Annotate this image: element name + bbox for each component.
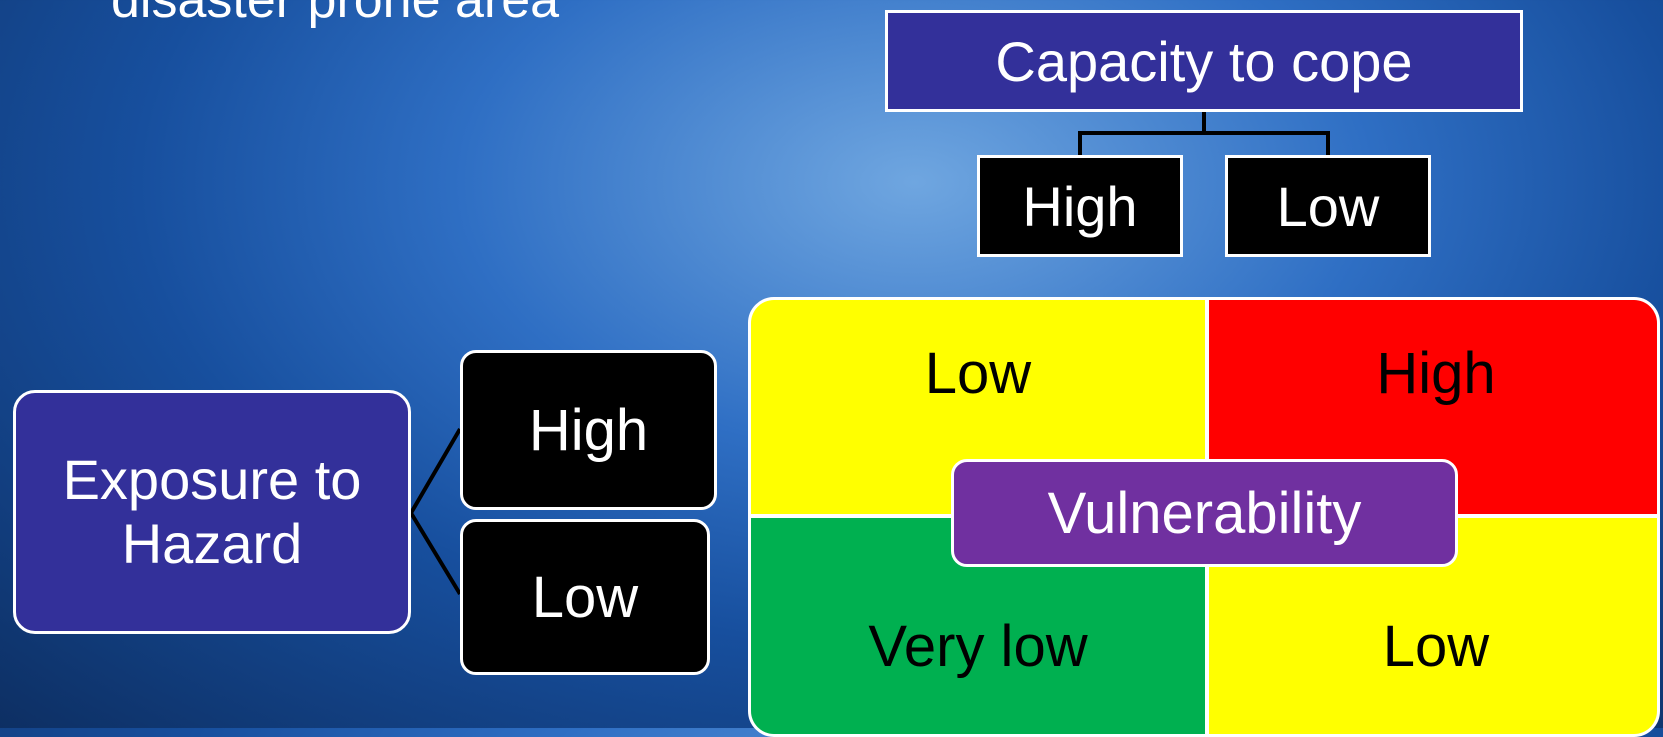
exposure-low: Low [460,519,710,675]
exposure-box: Exposure to Hazard [13,390,411,634]
capacity-low: Low [1225,155,1431,257]
capacity-high: High [977,155,1183,257]
vulnerability-label: Vulnerability [951,459,1458,567]
exposure-connector [411,429,460,594]
exposure-high: High [460,350,717,510]
capacity-box: Capacity to cope [885,10,1523,112]
capacity-connector [1080,112,1328,155]
slide: disaster prone area Capacity to cope Hig… [0,0,1663,728]
